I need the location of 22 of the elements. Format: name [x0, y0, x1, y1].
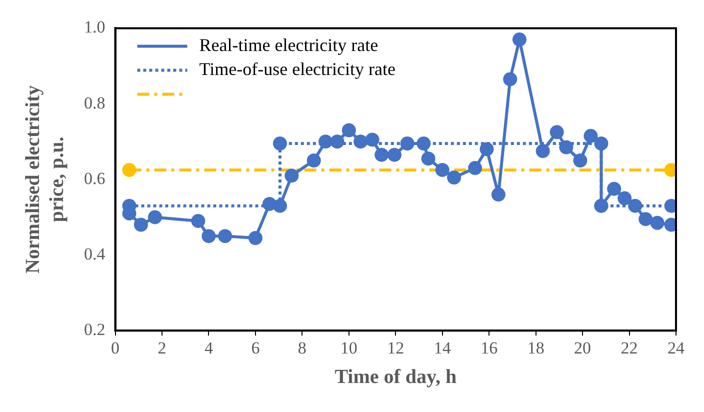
x-tick-label: 20	[574, 338, 592, 358]
x-tick-label: 24	[668, 338, 685, 358]
x-tick-label: 10	[340, 338, 358, 358]
x-tick-label: 14	[434, 338, 452, 358]
x-tick-label: 4	[204, 338, 214, 358]
x-tick-label: 0	[111, 338, 120, 358]
x-tick-label: 2	[158, 338, 166, 358]
x-axis-title: Time of day, h	[334, 366, 457, 388]
y-tick-label: 0.6	[84, 168, 106, 188]
x-tick-label: 16	[480, 338, 498, 358]
y-tick-label: 0.8	[84, 93, 106, 112]
y-tick-label: 0.2	[84, 320, 106, 340]
x-tick-label: 22	[620, 338, 638, 358]
x-tick-label: 12	[387, 338, 404, 358]
legend-label: Real-time electricity rate	[199, 34, 378, 55]
x-tick-label: 8	[298, 338, 306, 358]
x-tick-label: 6	[251, 338, 260, 358]
y-tick-label: 1.0	[84, 18, 106, 37]
legend-label: Time-of-use electricity rate	[199, 58, 396, 79]
x-tick-label: 18	[527, 338, 544, 358]
y-axis-title: Normalised electricity price, p.u.	[22, 85, 68, 274]
y-tick-label: 0.4	[84, 244, 106, 264]
